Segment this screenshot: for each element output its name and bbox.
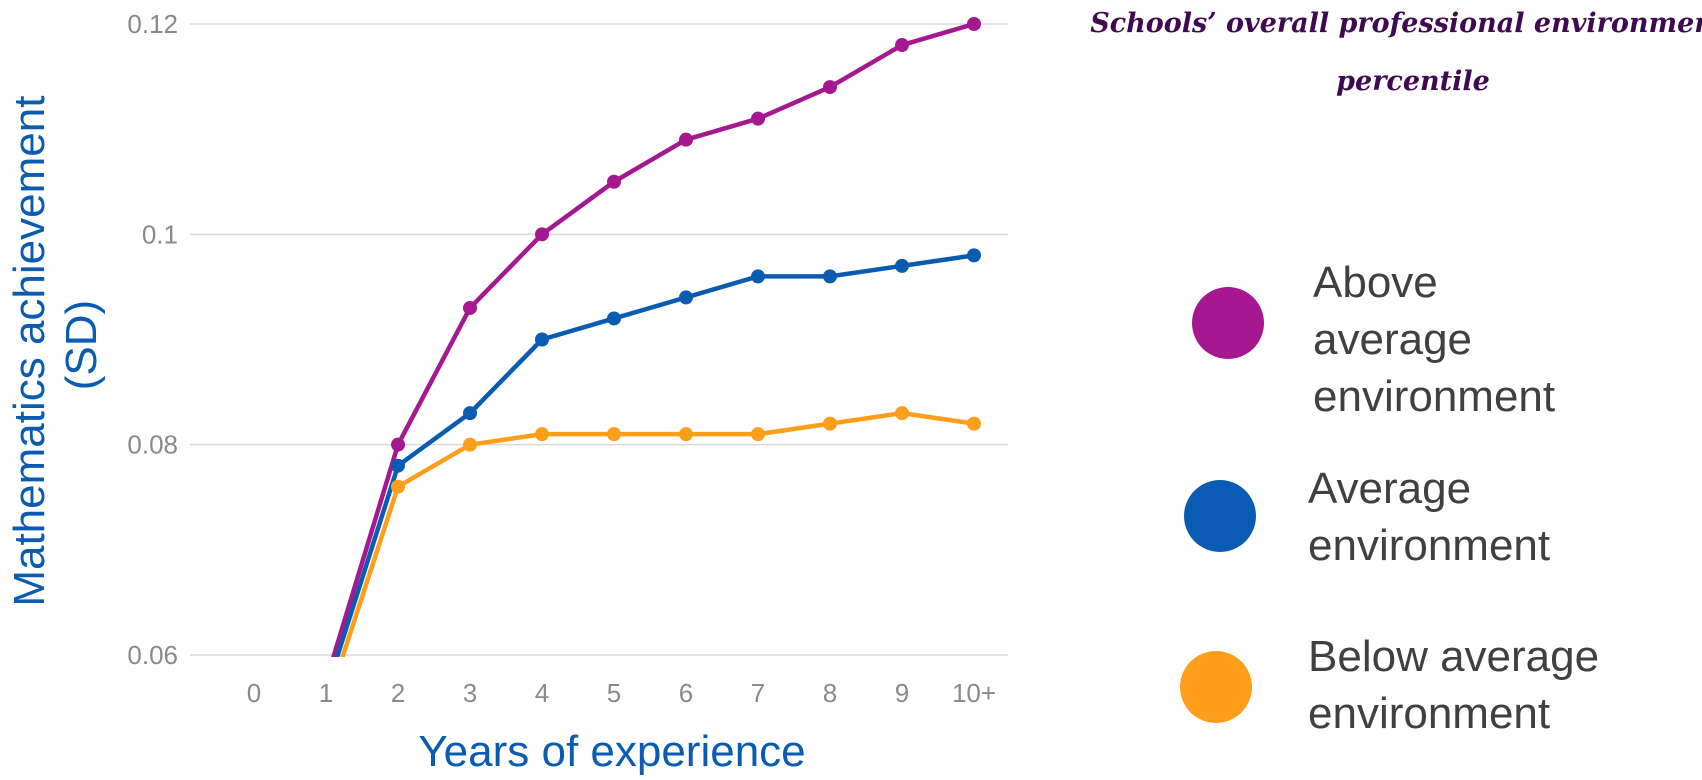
grid-lines — [190, 23, 1008, 656]
x-tick-label: 2 — [391, 678, 405, 708]
data-point — [751, 427, 765, 442]
data-point — [535, 332, 549, 347]
y-tick-labels: 0.06 0.08 0.1 0.12 — [127, 9, 178, 670]
data-point — [895, 38, 909, 53]
legend-label: Below average environment — [1308, 632, 1599, 738]
series-1 — [334, 248, 981, 657]
legend-marker — [1184, 480, 1256, 552]
data-point — [751, 269, 765, 284]
legend-marker — [1180, 651, 1252, 723]
x-tick-label: 3 — [463, 678, 477, 708]
legend-item-2: Below average environment — [1180, 632, 1599, 738]
series-lines — [331, 17, 981, 657]
data-point — [895, 406, 909, 421]
data-point — [679, 132, 693, 147]
x-tick-label: 6 — [679, 678, 693, 708]
data-point — [967, 17, 981, 31]
data-point — [607, 174, 621, 189]
data-point — [391, 479, 405, 494]
legend-label-line: Average — [1308, 464, 1471, 513]
x-tick-label: 9 — [895, 678, 909, 708]
data-point — [895, 258, 909, 273]
legend-label-line: Below average — [1308, 632, 1599, 681]
x-tick-labels: 0 1 2 3 4 5 6 7 8 9 10+ — [247, 678, 996, 708]
legend-title-line-1: Schools’ overall professional environmen… — [1090, 8, 1702, 39]
data-point — [679, 427, 693, 442]
legend-title: Schools’ overall professional environmen… — [1090, 8, 1702, 97]
y-tick-label: 0.1 — [142, 219, 178, 249]
data-point — [391, 458, 405, 473]
x-tick-label: 5 — [607, 678, 621, 708]
data-point — [535, 227, 549, 242]
data-point — [535, 427, 549, 442]
data-point — [823, 416, 837, 431]
data-point — [751, 111, 765, 126]
data-point — [823, 80, 837, 95]
legend: Above average environment Average environmen… — [1180, 258, 1599, 738]
legend-label-line: Above — [1313, 258, 1438, 307]
x-tick-label: 8 — [823, 678, 837, 708]
x-tick-label: 0 — [247, 678, 261, 708]
data-point — [391, 437, 405, 452]
y-tick-label: 0.12 — [127, 9, 178, 39]
legend-item-1: Average environment — [1184, 464, 1550, 570]
legend-title-line-2: percentile — [1336, 66, 1490, 97]
data-point — [463, 300, 477, 315]
data-point — [463, 437, 477, 452]
data-point — [607, 427, 621, 442]
y-axis-label: Mathematics achievement (SD) — [5, 83, 106, 606]
legend-label-line: environment — [1308, 521, 1550, 570]
legend-marker — [1192, 287, 1264, 359]
legend-label-line: environment — [1313, 372, 1555, 421]
x-axis-label: Years of experience — [418, 727, 805, 776]
series-line — [340, 410, 975, 657]
x-tick-label: 4 — [535, 678, 549, 708]
series-line — [331, 21, 975, 657]
series-2 — [340, 406, 981, 657]
x-tick-label: 10+ — [952, 678, 996, 708]
data-point — [679, 290, 693, 305]
y-tick-label: 0.08 — [127, 430, 178, 460]
data-point — [463, 406, 477, 421]
legend-label: Above average environment — [1313, 258, 1555, 421]
series-line — [334, 253, 975, 657]
legend-item-0: Above average environment — [1192, 258, 1555, 421]
data-point — [967, 248, 981, 263]
data-point — [967, 416, 981, 431]
series-0 — [331, 17, 981, 657]
y-tick-label: 0.06 — [127, 640, 178, 670]
x-tick-label: 7 — [751, 678, 765, 708]
legend-label-line: average — [1313, 315, 1472, 364]
data-point — [607, 311, 621, 326]
data-point — [823, 269, 837, 284]
y-axis-label-line-2: (SD) — [57, 300, 106, 390]
x-tick-label: 1 — [319, 678, 333, 708]
y-axis-label-line-1: Mathematics achievement — [5, 96, 54, 607]
legend-label-line: environment — [1308, 689, 1550, 738]
legend-label: Average environment — [1308, 464, 1550, 570]
